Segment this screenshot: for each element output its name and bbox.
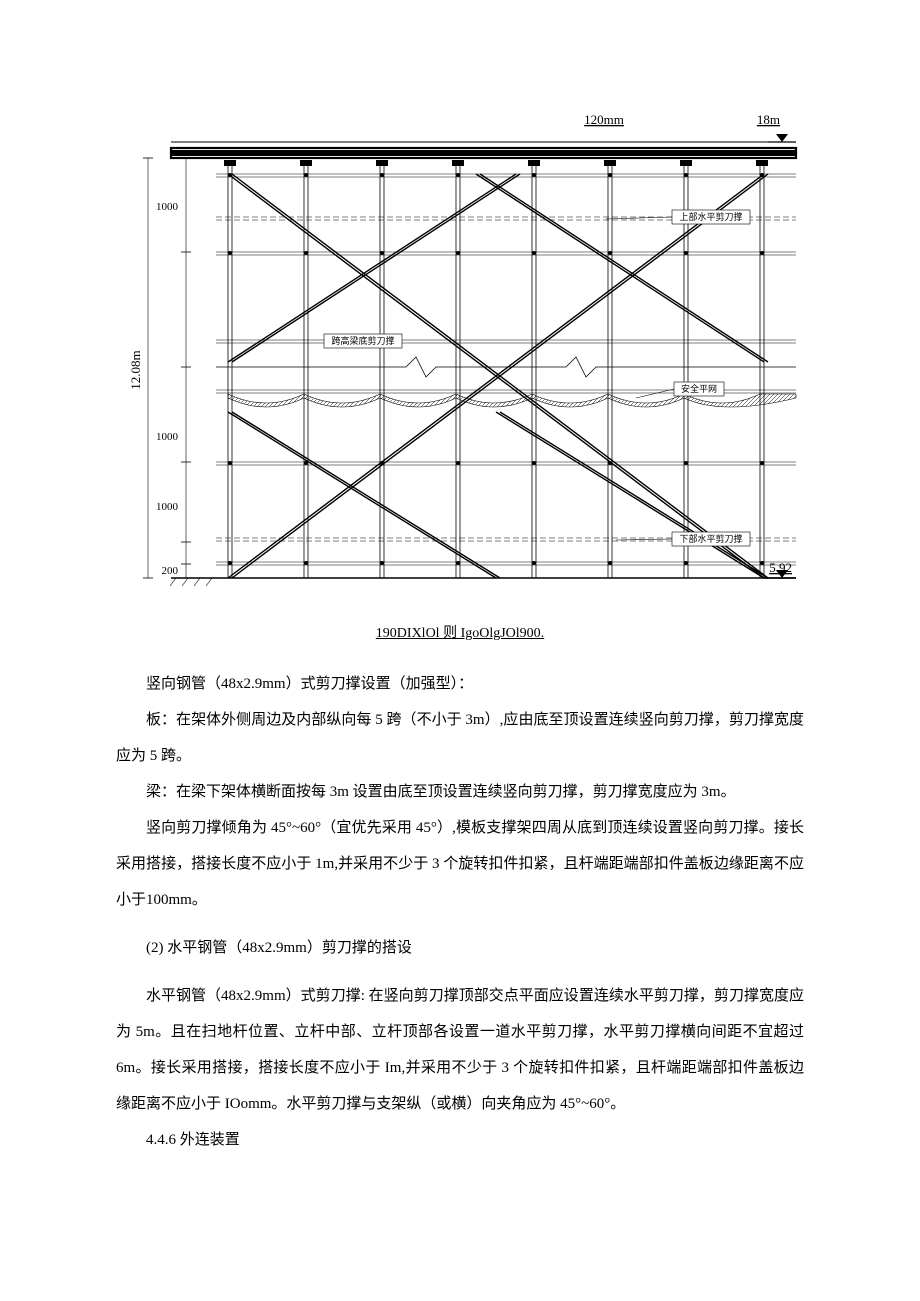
label-18m: 18m (757, 112, 780, 127)
label-12.08m: 12.08m (128, 350, 143, 389)
scaffold-diagram: 120mm 18m (116, 112, 806, 602)
dim-1000-b: 1000 (156, 431, 179, 443)
para-2: 板：在架体外侧周边及内部纵向每 5 跨（不小于 3m）,应由底至顶设置连续竖向剪… (116, 702, 804, 774)
diagonal-bracing (228, 174, 768, 578)
callout-top: 上部水平剪刀撑 (679, 211, 742, 222)
label-120mm: 120mm (584, 112, 624, 127)
label-5.92: 5.92 (769, 560, 792, 575)
post-caps (224, 160, 768, 166)
callout-safety: 安全平网 (681, 383, 717, 394)
dim-1000-c: 1000 (156, 201, 179, 213)
para-1: 竖向钢管（48x2.9mm）式剪刀撑设置（加强型）： (116, 666, 804, 702)
diagram-svg: 120mm 18m (116, 112, 806, 602)
diagram-caption: 190DIXlOl 则 IgoOlgJOl900. (116, 622, 804, 642)
para-4: 竖向剪刀撑倾角为 45°~60°（宜优先采用 45°）,模板支撑架四周从底到顶连… (116, 810, 804, 918)
para-5: (2) 水平钢管（48x2.9mm）剪刀撑的搭设 (116, 930, 804, 966)
dim-1000-a: 1000 (156, 501, 179, 513)
para-7: 4.4.6 外连装置 (116, 1122, 804, 1158)
ledgers (216, 174, 796, 565)
callout-mid: 跨高梁底剪刀撑 (331, 335, 394, 346)
callout-bottom: 下部水平剪刀撑 (679, 533, 742, 544)
dim-200: 200 (162, 565, 179, 577)
para-3: 梁：在梁下架体横断面按每 3m 设置由底至顶设置连续竖向剪刀撑，剪刀撑宽度应为 … (116, 774, 804, 810)
para-6: 水平钢管（48x2.9mm）式剪刀撑: 在竖向剪刀撑顶部交点平面应设置连续水平剪… (116, 978, 804, 1122)
left-dims: 1000 1000 1000 200 12.08m (128, 158, 191, 578)
